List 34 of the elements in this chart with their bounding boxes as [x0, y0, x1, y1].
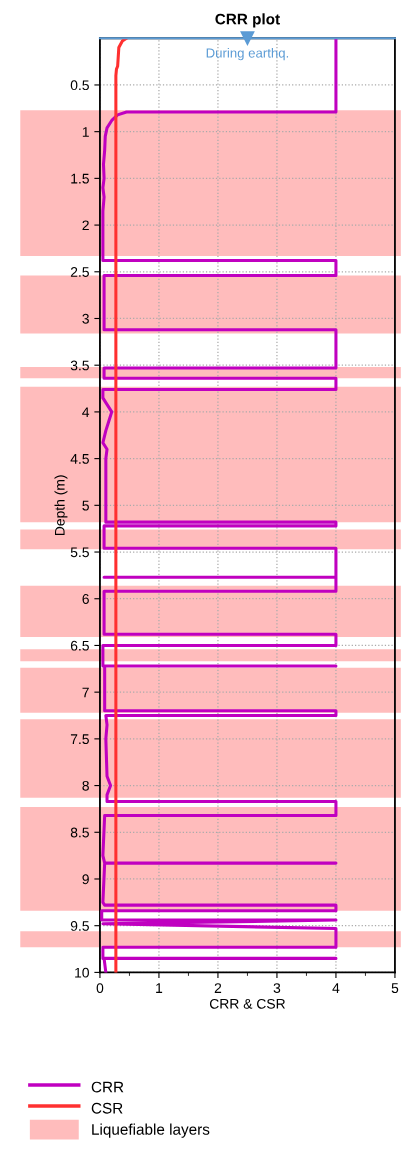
x-tick-label: 2	[214, 983, 222, 993]
y-tick-label: 5	[82, 500, 89, 511]
y-tick-label: 9.5	[70, 921, 89, 931]
y-axis-title: Depth (m)	[54, 475, 68, 536]
y-tick-label: 4	[82, 407, 90, 417]
y-tick-label: 7.5	[70, 734, 89, 745]
y-tick-label: 5.5	[70, 547, 89, 558]
y-tick-label: 0.5	[70, 80, 89, 91]
y-tick-label: 9	[82, 874, 89, 885]
y-tick-label: 8.5	[70, 827, 89, 838]
legend-label: CRR	[91, 1081, 124, 1093]
chart-title: CRR plot	[215, 13, 280, 28]
y-tick-label: 1.5	[71, 173, 89, 184]
x-tick-label: 0	[96, 983, 104, 994]
y-tick-label: 4.5	[70, 454, 89, 464]
y-tick-label: 2	[82, 220, 89, 231]
x-axis-title: CRR & CSR	[209, 998, 285, 1009]
x-tick-label: 5	[391, 983, 399, 994]
x-tick-label: 4	[332, 983, 340, 993]
ref-line-label: During earthq.	[206, 47, 289, 61]
y-tick-label: 8	[82, 780, 89, 791]
x-tick-label: 3	[273, 983, 281, 994]
y-tick-label: 6	[82, 594, 89, 604]
y-tick-label: 2.5	[70, 267, 89, 277]
y-tick-label: 7	[82, 687, 89, 698]
y-tick-label: 6.5	[70, 640, 89, 651]
legend-label: CSR	[91, 1102, 123, 1114]
line-series	[114, 38, 129, 973]
y-tick-label: 1	[82, 127, 89, 137]
y-tick-label: 3.5	[70, 360, 89, 371]
y-tick-label: 10	[75, 967, 89, 978]
legend-label: Liquefiable layers	[92, 1123, 210, 1138]
y-tick-label: 3	[82, 313, 89, 324]
x-tick-label: 1	[156, 983, 163, 993]
